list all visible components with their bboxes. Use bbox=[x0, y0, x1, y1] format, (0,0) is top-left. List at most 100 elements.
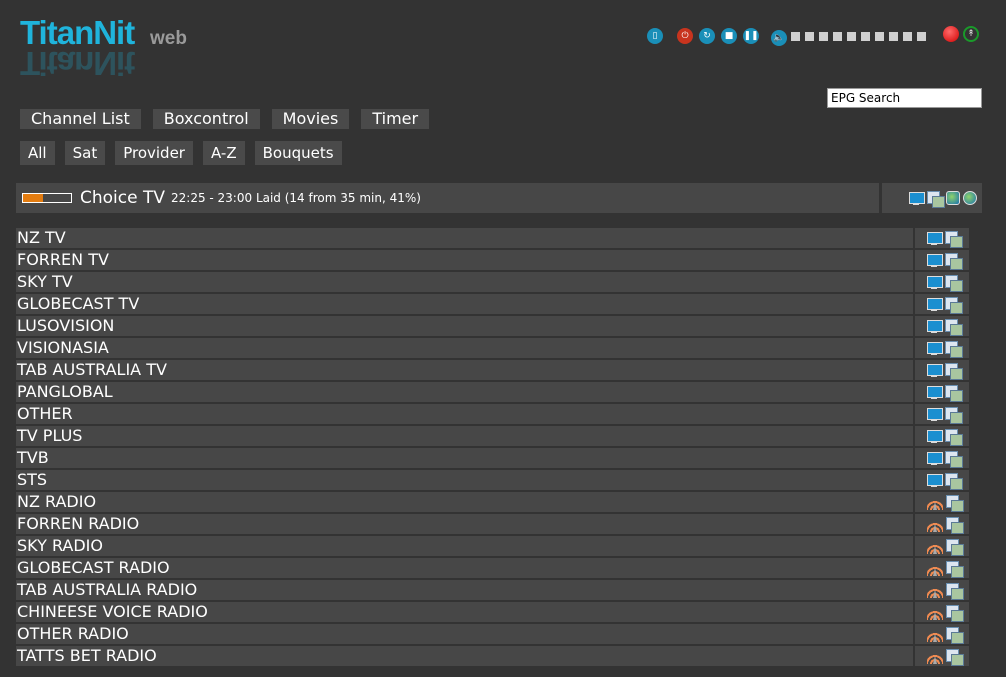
epg-icon[interactable] bbox=[945, 274, 963, 292]
epg-icon[interactable] bbox=[927, 190, 945, 208]
filter-nav: All Sat Provider A-Z Bouquets bbox=[20, 141, 352, 165]
volume-step[interactable] bbox=[847, 31, 856, 41]
nav-channel-list[interactable]: Channel List bbox=[20, 109, 141, 129]
filter-provider[interactable]: Provider bbox=[115, 141, 193, 165]
antenna-icon[interactable]: ↟ bbox=[963, 26, 979, 42]
tv-icon[interactable] bbox=[927, 451, 943, 465]
epg-icon[interactable] bbox=[945, 472, 963, 490]
epg-icon[interactable] bbox=[946, 560, 964, 578]
row-actions bbox=[915, 250, 969, 270]
bouquet-name[interactable]: PANGLOBAL bbox=[16, 382, 913, 402]
radio-icon[interactable] bbox=[927, 494, 943, 510]
epg-icon[interactable] bbox=[946, 582, 964, 600]
filter-all[interactable]: All bbox=[20, 141, 55, 165]
stop-icon[interactable]: ■ bbox=[721, 28, 737, 44]
bouquet-name[interactable]: TV PLUS bbox=[16, 426, 913, 446]
radio-icon[interactable] bbox=[927, 538, 943, 554]
record-icon[interactable] bbox=[943, 26, 959, 42]
epg-icon[interactable] bbox=[945, 296, 963, 314]
row-actions bbox=[915, 602, 969, 622]
row-actions bbox=[915, 624, 969, 644]
tv-icon[interactable] bbox=[927, 473, 943, 487]
tv-icon[interactable] bbox=[927, 253, 943, 267]
epg-search-input[interactable] bbox=[827, 88, 982, 108]
bouquet-name[interactable]: CHINEESE VOICE RADIO bbox=[16, 602, 913, 622]
epg-icon[interactable] bbox=[945, 252, 963, 270]
volume-step[interactable] bbox=[889, 31, 898, 41]
volume-step[interactable] bbox=[875, 31, 884, 41]
filter-a-z[interactable]: A-Z bbox=[202, 141, 245, 165]
volume-step[interactable] bbox=[917, 31, 926, 41]
pause-icon[interactable]: ❚❚ bbox=[743, 28, 759, 44]
epg-icon[interactable] bbox=[946, 648, 964, 666]
stream-icon[interactable] bbox=[946, 191, 960, 205]
bouquet-name[interactable]: TAB AUSTRALIA TV bbox=[16, 360, 913, 380]
row-actions bbox=[915, 558, 969, 578]
volume-step[interactable] bbox=[903, 31, 912, 41]
epg-icon[interactable] bbox=[945, 318, 963, 336]
tv-icon[interactable] bbox=[927, 341, 943, 355]
volume-step[interactable] bbox=[861, 31, 870, 41]
nav-boxcontrol[interactable]: Boxcontrol bbox=[152, 109, 260, 129]
volume-icon[interactable]: 🔈 bbox=[771, 30, 787, 46]
tv-icon[interactable] bbox=[927, 429, 943, 443]
epg-icon[interactable] bbox=[945, 450, 963, 468]
epg-icon[interactable] bbox=[945, 406, 963, 424]
bouquet-name[interactable]: FORREN TV bbox=[16, 250, 913, 270]
nav-timer[interactable]: Timer bbox=[361, 109, 430, 129]
epg-icon[interactable] bbox=[946, 626, 964, 644]
bouquet-name[interactable]: OTHER bbox=[16, 404, 913, 424]
bouquet-name[interactable]: TVB bbox=[16, 448, 913, 468]
epg-icon[interactable] bbox=[946, 494, 964, 512]
tv-icon[interactable] bbox=[927, 363, 943, 377]
tv-icon[interactable] bbox=[927, 385, 943, 399]
power-icon[interactable]: ⏻ bbox=[677, 28, 693, 44]
volume-step[interactable] bbox=[819, 31, 828, 41]
row-actions bbox=[915, 492, 969, 512]
remote-icon[interactable]: ▯ bbox=[647, 28, 663, 44]
epg-icon[interactable] bbox=[945, 230, 963, 248]
tv-icon[interactable] bbox=[927, 319, 943, 333]
bouquet-name[interactable]: FORREN RADIO bbox=[16, 514, 913, 534]
radio-icon[interactable] bbox=[927, 560, 943, 576]
filter-bouquets[interactable]: Bouquets bbox=[254, 141, 342, 165]
volume-step[interactable] bbox=[791, 31, 800, 41]
epg-icon[interactable] bbox=[945, 362, 963, 380]
bouquet-name[interactable]: OTHER RADIO bbox=[16, 624, 913, 644]
epg-icon[interactable] bbox=[946, 538, 964, 556]
tv-icon[interactable] bbox=[927, 297, 943, 311]
filter-sat[interactable]: Sat bbox=[64, 141, 106, 165]
tv-icon[interactable] bbox=[909, 191, 925, 205]
volume-bar bbox=[791, 31, 931, 41]
bouquet-name[interactable]: GLOBECAST TV bbox=[16, 294, 913, 314]
bouquet-name[interactable]: NZ TV bbox=[16, 228, 913, 248]
tv-icon[interactable] bbox=[927, 407, 943, 421]
nav-movies[interactable]: Movies bbox=[271, 109, 350, 129]
volume-step[interactable] bbox=[805, 31, 814, 41]
radio-icon[interactable] bbox=[927, 582, 943, 598]
restart-icon[interactable]: ↻ bbox=[699, 28, 715, 44]
radio-icon[interactable] bbox=[927, 648, 943, 664]
epg-icon[interactable] bbox=[945, 340, 963, 358]
tv-icon[interactable] bbox=[927, 231, 943, 245]
bouquet-name[interactable]: VISIONASIA bbox=[16, 338, 913, 358]
bouquet-name[interactable]: SKY RADIO bbox=[16, 536, 913, 556]
epg-icon[interactable] bbox=[945, 428, 963, 446]
bouquet-name[interactable]: NZ RADIO bbox=[16, 492, 913, 512]
logo-reflection: TitanNit bbox=[20, 45, 135, 82]
bouquet-name[interactable]: TATTS BET RADIO bbox=[16, 646, 913, 666]
bouquet-name[interactable]: LUSOVISION bbox=[16, 316, 913, 336]
epg-icon[interactable] bbox=[945, 384, 963, 402]
bouquet-name[interactable]: STS bbox=[16, 470, 913, 490]
bouquet-name[interactable]: SKY TV bbox=[16, 272, 913, 292]
epg-icon[interactable] bbox=[946, 516, 964, 534]
bouquet-name[interactable]: GLOBECAST RADIO bbox=[16, 558, 913, 578]
radio-icon[interactable] bbox=[927, 626, 943, 642]
volume-step[interactable] bbox=[833, 31, 842, 41]
radio-icon[interactable] bbox=[927, 604, 943, 620]
radio-icon[interactable] bbox=[927, 516, 943, 532]
tv-icon[interactable] bbox=[927, 275, 943, 289]
globe-icon[interactable] bbox=[963, 191, 977, 205]
bouquet-name[interactable]: TAB AUSTRALIA RADIO bbox=[16, 580, 913, 600]
epg-icon[interactable] bbox=[946, 604, 964, 622]
